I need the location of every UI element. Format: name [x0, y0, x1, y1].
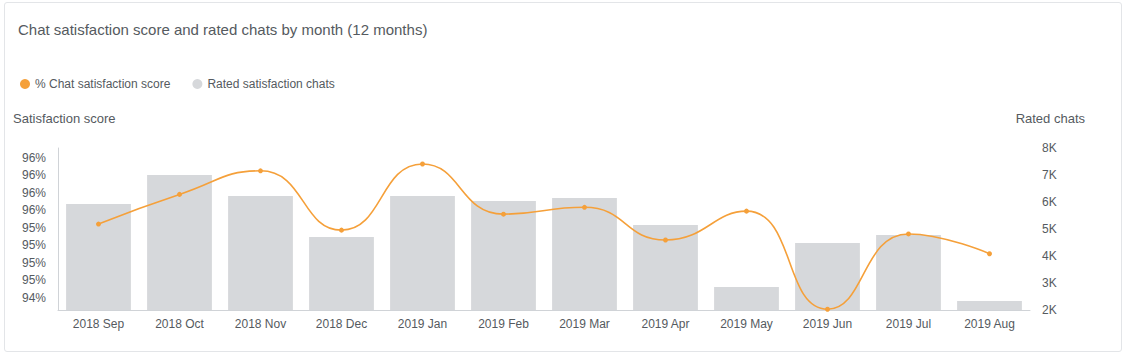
- svg-text:95%: 95%: [22, 221, 46, 235]
- svg-text:95%: 95%: [22, 238, 46, 252]
- svg-text:6K: 6K: [1042, 195, 1057, 209]
- svg-text:4K: 4K: [1042, 249, 1057, 263]
- svg-text:2019 Apr: 2019 Apr: [641, 317, 689, 331]
- svg-text:8K: 8K: [1042, 141, 1057, 155]
- svg-text:% Chat satisfaction score: % Chat satisfaction score: [35, 77, 171, 91]
- svg-text:2018 Sep: 2018 Sep: [73, 317, 125, 331]
- svg-text:Rated chats: Rated chats: [1016, 111, 1086, 126]
- svg-text:2K: 2K: [1042, 303, 1057, 317]
- svg-text:3K: 3K: [1042, 276, 1057, 290]
- svg-text:2019 Mar: 2019 Mar: [559, 317, 610, 331]
- svg-text:2018 Dec: 2018 Dec: [316, 317, 367, 331]
- svg-text:Rated satisfaction chats: Rated satisfaction chats: [207, 77, 334, 91]
- svg-text:7K: 7K: [1042, 168, 1057, 182]
- svg-text:94%: 94%: [22, 291, 46, 305]
- svg-text:2019 Aug: 2019 Aug: [964, 317, 1015, 331]
- svg-text:5K: 5K: [1042, 222, 1057, 236]
- svg-text:2019 Jul: 2019 Jul: [886, 317, 931, 331]
- svg-text:2019 Jun: 2019 Jun: [803, 317, 852, 331]
- svg-text:96%: 96%: [22, 203, 46, 217]
- svg-text:96%: 96%: [22, 168, 46, 182]
- svg-text:2019 Jan: 2019 Jan: [398, 317, 447, 331]
- svg-text:95%: 95%: [22, 273, 46, 287]
- svg-text:Satisfaction score: Satisfaction score: [13, 111, 116, 126]
- svg-text:95%: 95%: [22, 256, 46, 270]
- svg-text:96%: 96%: [22, 151, 46, 165]
- svg-text:96%: 96%: [22, 186, 46, 200]
- svg-text:2018 Oct: 2018 Oct: [155, 317, 204, 331]
- svg-text:2019 May: 2019 May: [720, 317, 773, 331]
- svg-text:2019 Feb: 2019 Feb: [478, 317, 529, 331]
- svg-text:2018 Nov: 2018 Nov: [235, 317, 286, 331]
- svg-text:Chat satisfaction score and ra: Chat satisfaction score and rated chats …: [18, 21, 427, 38]
